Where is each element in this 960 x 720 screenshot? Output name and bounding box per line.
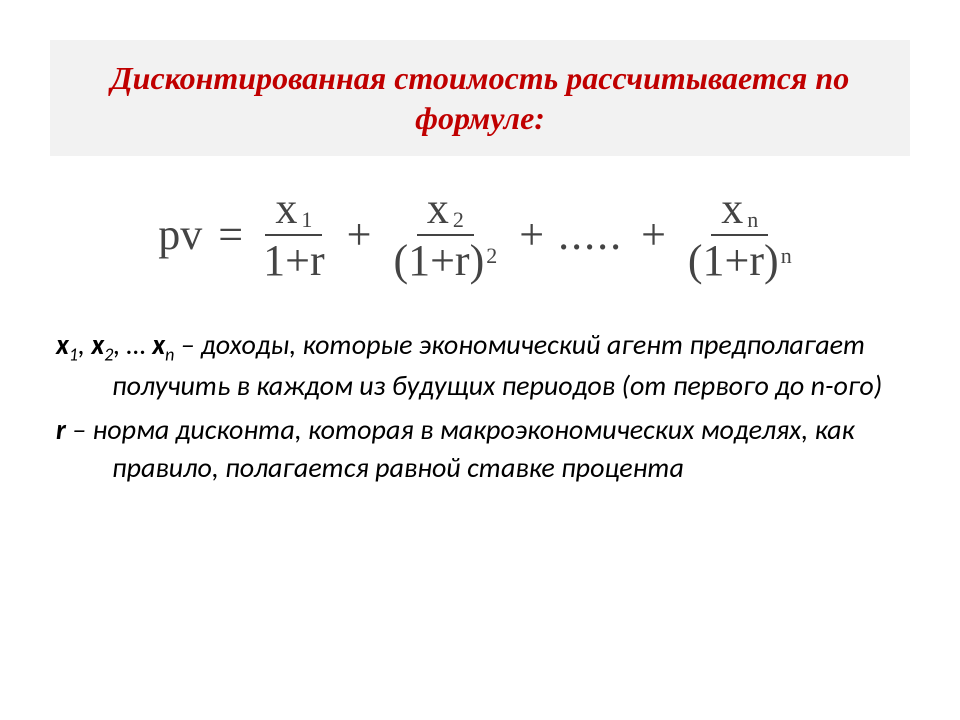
termn-denominator: (1+r)n [678,236,802,286]
term2-den-open: ( [393,236,408,285]
term1-den-r: r [310,236,325,285]
term2-numerator: x2 [417,184,474,236]
term1-denominator: 1+r [253,236,334,286]
term1-den-plus: + [285,236,310,285]
term2-den-r: r [455,236,470,285]
termn-den-plus: + [725,236,750,285]
var-xn: x [152,327,165,362]
definition-r-text: – норма дисконта, которая в макроэкономи… [66,412,855,485]
sep2: , … [113,327,152,362]
definition-r: r – норма дисконта, которая в макроэконо… [56,411,904,487]
termn-den-r: r [749,236,764,285]
formula-term-n: xn (1+r)n [678,184,802,286]
termn-numerator: xn [711,184,768,236]
formula-equals: = [208,213,253,257]
term2-num-base: x [427,184,449,233]
term1-numerator: x1 [265,184,322,236]
termn-den-open: ( [688,236,703,285]
definition-x: x1, x2, … xn – доходы, которые экономиче… [56,326,904,405]
sep1: , [78,327,91,362]
var-r: r [56,412,66,447]
formula-term-1: x1 1+r [253,184,334,286]
term2-den-plus: + [430,236,455,285]
termn-num-sub: n [743,207,758,232]
formula-row: pv = x1 1+r + x2 (1+r)2 [158,184,801,286]
slide: Дисконтированная стоимость рассчитываетс… [0,0,960,720]
termn-den-one: 1 [703,236,725,285]
term1-num-sub: 1 [297,207,312,232]
term2-denominator: (1+r)2 [383,236,507,286]
term2-den-one: 1 [408,236,430,285]
pv-formula: pv = x1 1+r + x2 (1+r)2 [50,184,910,286]
formula-plus-2: + [507,213,556,257]
term2-den-close: ) [470,236,485,285]
var-x-sub1: 1 [69,344,78,366]
definitions: x1, x2, … xn – доходы, которые экономиче… [50,326,910,486]
termn-den-exp: n [779,243,792,268]
formula-term-2: x2 (1+r)2 [383,184,507,286]
term1-num-base: x [275,184,297,233]
var-x-sub2: 2 [104,344,113,366]
term1-den-one: 1 [263,236,285,285]
term2-num-sub: 2 [449,207,464,232]
var-x: x [56,327,69,362]
termn-den-close: ) [764,236,779,285]
formula-plus-1: + [335,213,384,257]
formula-plus-3: + [629,213,678,257]
var-x2: x [91,327,104,362]
termn-num-base: x [721,184,743,233]
formula-lhs: pv [158,213,208,257]
formula-dots: ..... [556,213,629,257]
definition-x-text: – доходы, которые экономический агент пр… [112,327,882,403]
slide-title: Дисконтированная стоимость рассчитываетс… [50,40,910,156]
term2-den-exp: 2 [484,243,497,268]
